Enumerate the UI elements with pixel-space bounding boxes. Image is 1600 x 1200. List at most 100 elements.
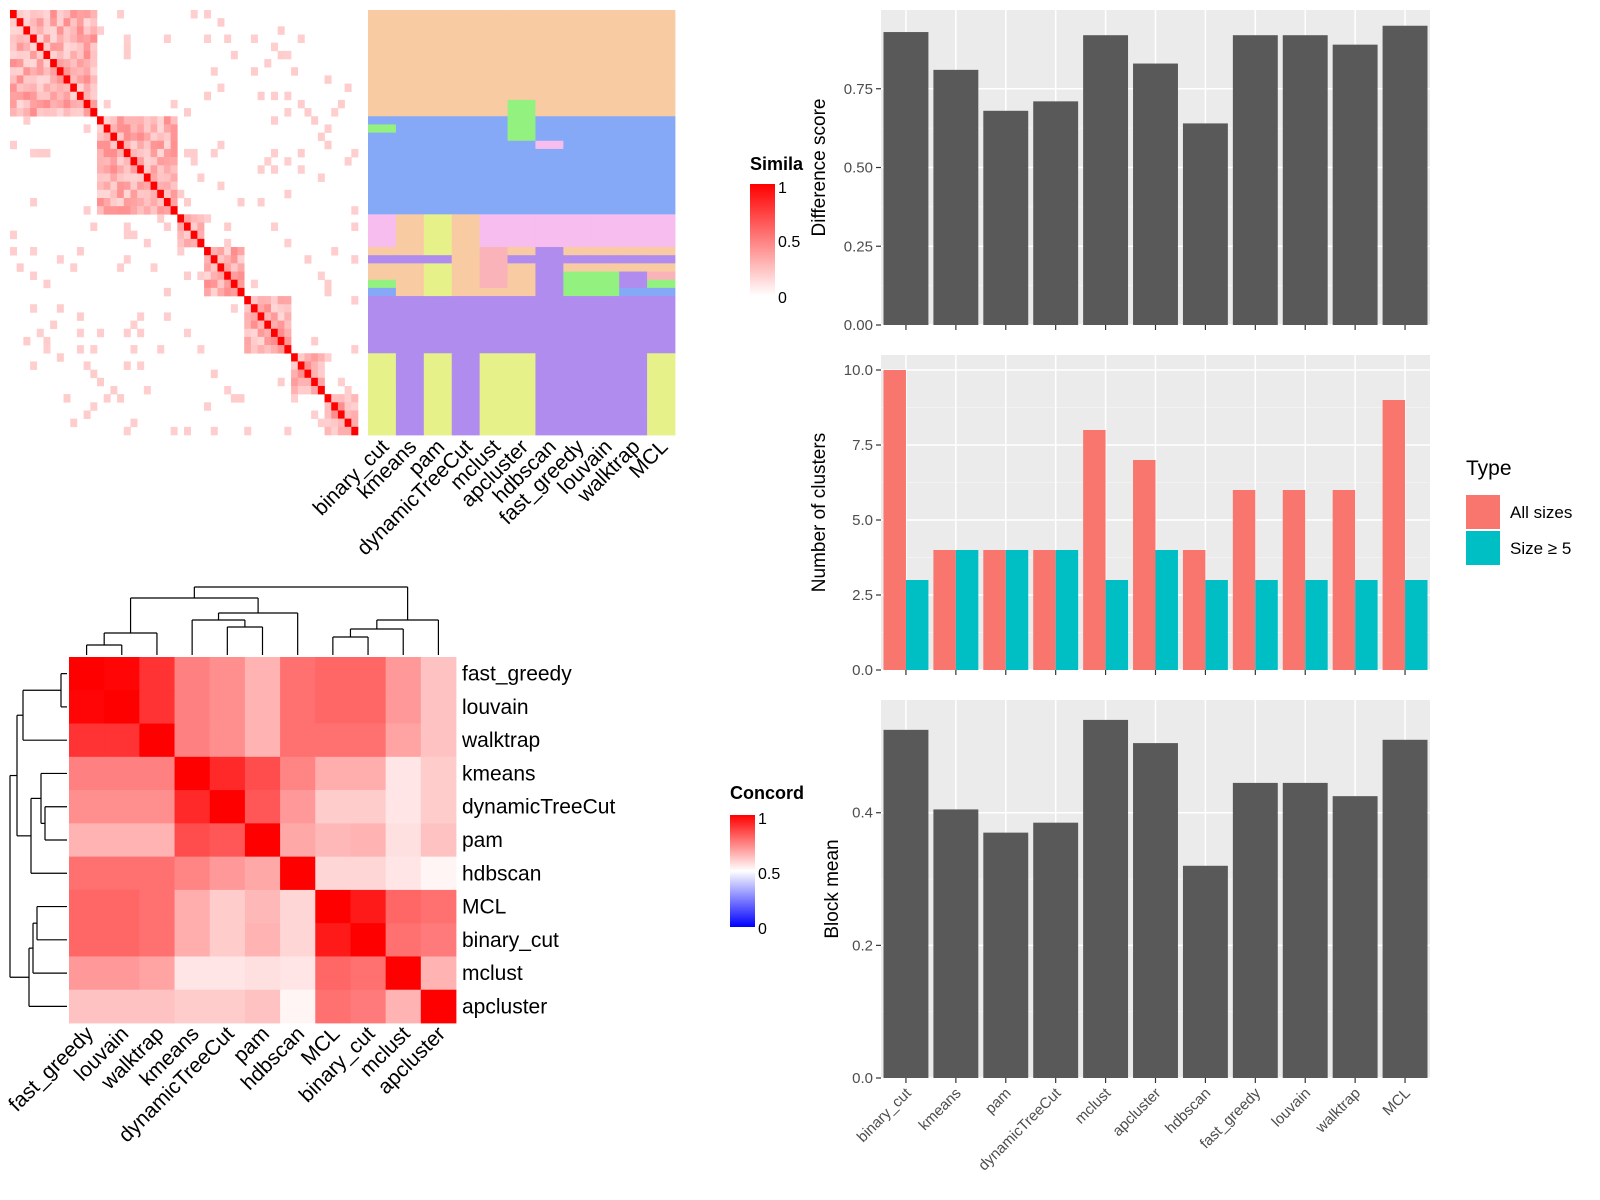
- cluster-cell: [368, 402, 397, 411]
- bar: [1005, 550, 1029, 670]
- similarity-cell: [271, 42, 278, 52]
- cluster-cell: [395, 165, 425, 174]
- similarity-cell: [50, 320, 58, 330]
- similarity-cell: [311, 353, 319, 362]
- cluster-cell: [423, 140, 453, 150]
- similarity-cell: [257, 320, 265, 330]
- cluster-cell: [563, 173, 592, 183]
- cluster-cell: [451, 140, 481, 150]
- similarity-cell: [10, 59, 17, 68]
- cluster-cell: [368, 75, 397, 84]
- similarity-cell: [123, 255, 131, 264]
- x-tick-label: MCL: [1379, 1085, 1413, 1119]
- similarity-cell: [70, 67, 78, 76]
- cluster-cell: [535, 132, 564, 142]
- concordance-cell: [280, 956, 316, 991]
- cluster-cell: [563, 132, 592, 142]
- similarity-cell: [63, 91, 71, 101]
- similarity-cell: [130, 230, 138, 240]
- similarity-cell: [90, 42, 98, 52]
- cluster-cell: [647, 238, 676, 248]
- similarity-cell: [83, 91, 91, 101]
- cluster-cell: [619, 10, 648, 19]
- similarity-cell: [197, 271, 205, 281]
- cluster-cell: [619, 83, 648, 93]
- cluster-cell: [647, 18, 676, 27]
- similarity-cell: [10, 34, 17, 43]
- similarity-cell: [344, 385, 352, 395]
- similarity-cell: [210, 279, 218, 289]
- cluster-cell: [535, 287, 564, 297]
- similarity-cell: [130, 140, 138, 150]
- similarity-cell: [244, 345, 252, 354]
- similarity-cell: [110, 165, 118, 174]
- cluster-cell: [451, 402, 481, 411]
- concordance-cell: [315, 690, 351, 724]
- similarity-cell: [244, 320, 252, 330]
- cluster-cell: [591, 50, 620, 60]
- cluster-cell: [535, 75, 564, 84]
- cluster-cell: [507, 132, 536, 142]
- concordance-cell: [69, 923, 105, 957]
- similarity-cell: [163, 222, 171, 231]
- similarity-cell: [204, 91, 212, 101]
- similarity-cell: [123, 116, 131, 125]
- similarity-cell: [103, 173, 111, 182]
- similarity-cell: [103, 148, 111, 158]
- cluster-cell: [479, 181, 508, 191]
- similarity-cell: [70, 418, 78, 428]
- y-tick-label: 0.00: [844, 317, 873, 334]
- similarity-cell: [123, 157, 131, 166]
- similarity-cell: [177, 189, 185, 199]
- similarity-cell: [190, 230, 198, 240]
- cluster-cell: [395, 263, 425, 272]
- similarity-cell: [170, 99, 178, 109]
- similarity-cell: [210, 287, 218, 297]
- similarity-cell: [284, 157, 292, 166]
- similarity-cell: [117, 10, 125, 19]
- cluster-cell: [535, 99, 564, 109]
- concordance-cell: [104, 889, 140, 924]
- similarity-cell: [143, 206, 151, 215]
- x-tick-label: pam: [982, 1085, 1015, 1118]
- similarity-cell: [103, 124, 111, 133]
- similarity-cell: [264, 320, 272, 330]
- similarity-cell: [337, 377, 345, 387]
- cluster-cell: [479, 124, 508, 133]
- cluster-cell: [423, 222, 453, 232]
- similarity-cell: [90, 18, 98, 27]
- cluster-cell: [535, 238, 564, 248]
- x-tick-label: louvain: [1268, 1085, 1314, 1131]
- cluster-cell: [535, 67, 564, 76]
- cluster-cell: [647, 361, 676, 371]
- cluster-cell: [535, 345, 564, 354]
- cluster-cell: [591, 197, 620, 207]
- cluster-cell: [563, 418, 592, 428]
- cluster-cell: [423, 108, 453, 117]
- cluster-cell: [479, 108, 508, 117]
- cluster-cell: [507, 377, 536, 387]
- similarity-cell: [70, 75, 78, 84]
- concordance-cell: [139, 790, 175, 824]
- similarity-cell: [30, 42, 38, 52]
- cluster-cell: [368, 173, 397, 183]
- similarity-cell: [317, 418, 325, 428]
- concordance-cell: [209, 956, 246, 991]
- cluster-cell: [368, 426, 397, 436]
- similarity-cell: [291, 385, 299, 395]
- similarity-cell: [117, 189, 125, 199]
- similarity-cell: [317, 132, 325, 142]
- concordance-cell: [315, 657, 351, 691]
- cluster-cell: [647, 42, 676, 52]
- cluster-cell: [507, 345, 536, 354]
- cluster-cell: [591, 336, 620, 346]
- cluster-cell: [647, 222, 676, 232]
- similarity-cell: [123, 124, 131, 133]
- similarity-cell: [123, 222, 131, 231]
- similarity-cell: [70, 50, 78, 60]
- bar: [1232, 782, 1278, 1078]
- cluster-cell: [591, 255, 620, 264]
- bar: [983, 550, 1006, 670]
- similarity-cell: [190, 148, 198, 158]
- similarity-cell: [250, 345, 258, 354]
